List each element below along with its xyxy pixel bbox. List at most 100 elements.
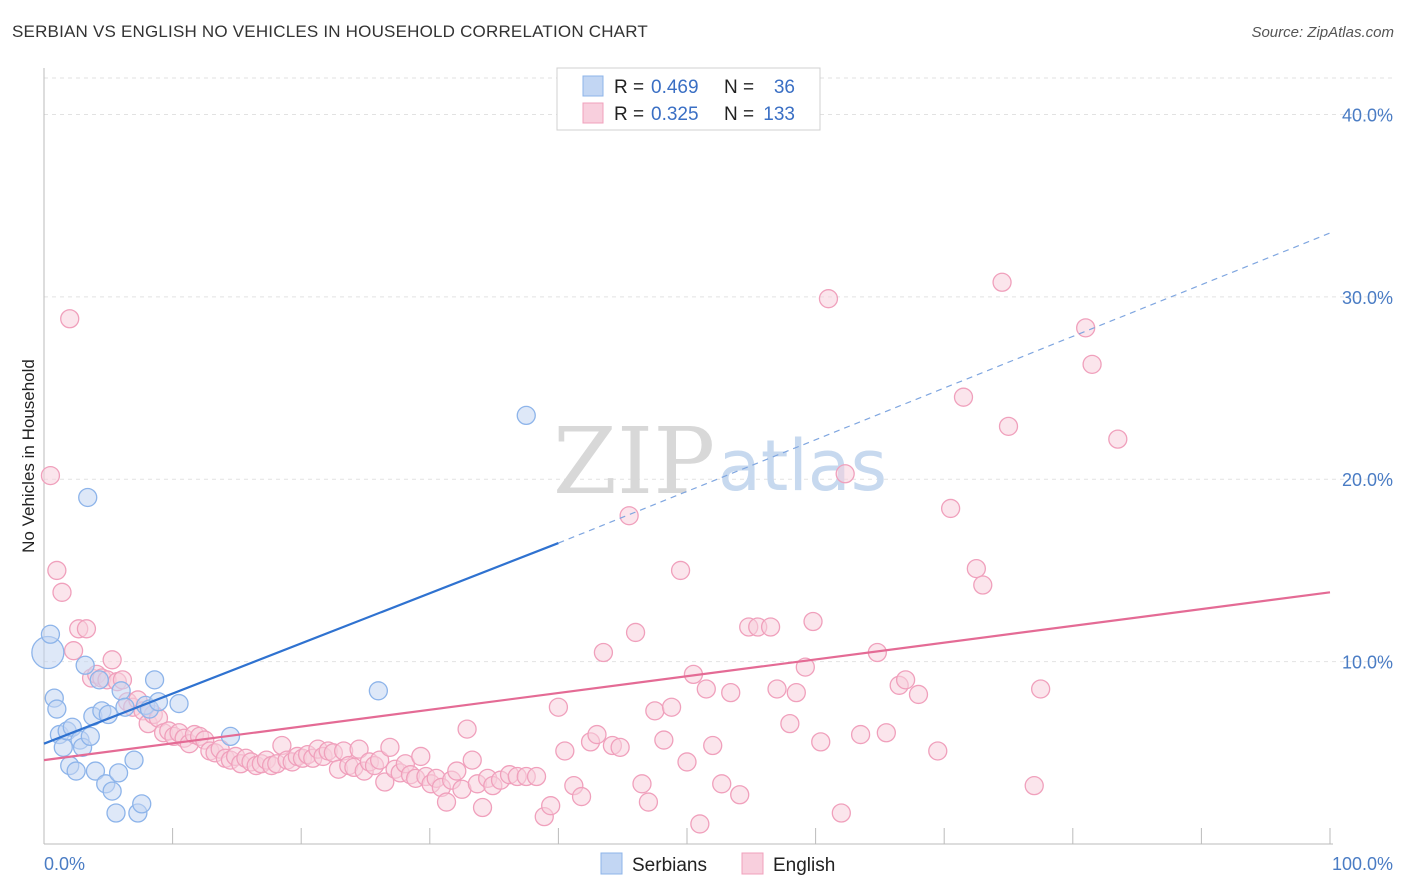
y-tick-label-30: 30.0% <box>1342 288 1393 308</box>
stats-r-label-english: R = <box>614 104 644 125</box>
serbian-point <box>144 670 165 690</box>
english-point <box>712 774 732 794</box>
legend-item-english[interactable]: English <box>741 852 835 876</box>
english-point <box>571 786 592 807</box>
legend-swatch-serbians <box>600 852 623 875</box>
english-point <box>369 750 390 770</box>
serbian-point <box>132 794 152 814</box>
english-point <box>992 272 1012 292</box>
serbian-point <box>40 624 61 644</box>
x-tick-label-min: 0.0% <box>44 854 85 874</box>
english-point <box>1031 679 1051 699</box>
english-point <box>1108 429 1128 449</box>
english-point <box>462 750 482 770</box>
english-point <box>998 416 1019 436</box>
serbian-point <box>85 761 106 781</box>
stats-r-label-serbians: R = <box>614 77 644 98</box>
english-point <box>60 309 80 329</box>
series-legend: Serbians English <box>600 852 835 876</box>
english-point <box>908 684 929 705</box>
serbian-point <box>75 655 95 675</box>
english-point <box>818 289 839 309</box>
gridlines <box>44 77 1393 663</box>
serbian-point <box>47 699 67 719</box>
serbian-point <box>368 681 389 701</box>
serbian-point <box>124 750 144 770</box>
english-point <box>47 560 67 581</box>
english-point <box>811 732 831 752</box>
english-point <box>436 792 457 812</box>
english-point <box>780 713 800 734</box>
serbian-point <box>53 737 73 757</box>
english-point <box>953 387 974 407</box>
english-point <box>940 498 961 519</box>
stats-swatch-english <box>582 102 604 124</box>
english-point <box>895 670 916 690</box>
stats-legend: R = 0.469 N = 36 R = 0.325 N = 133 <box>556 67 821 131</box>
english-point <box>973 575 993 595</box>
y-tick-label-40: 40.0% <box>1342 105 1393 125</box>
english-point <box>102 650 122 670</box>
y-tick-label-20: 20.0% <box>1342 470 1393 490</box>
chart-title: SERBIAN VS ENGLISH NO VEHICLES IN HOUSEH… <box>12 22 648 41</box>
serbian-point <box>106 803 126 823</box>
watermark-zip: ZIP <box>553 408 715 515</box>
english-point <box>645 701 665 721</box>
english-point <box>349 739 369 759</box>
serbian-points <box>31 405 536 823</box>
english-point <box>928 741 948 761</box>
english-point <box>52 582 72 602</box>
english-point <box>447 761 467 781</box>
stats-swatch-serbians <box>582 75 604 97</box>
english-point <box>786 682 806 703</box>
serbian-point <box>78 487 98 508</box>
english-point <box>1024 775 1044 796</box>
english-point <box>40 465 61 486</box>
stats-n-label-english: N = <box>724 104 754 125</box>
legend-swatch-english <box>741 852 764 875</box>
english-point <box>703 735 723 756</box>
stats-r-value-serbians: 0.469 <box>651 77 699 98</box>
english-point <box>831 803 851 823</box>
serbian-point <box>115 697 135 717</box>
watermark-atlas: atlas <box>718 425 887 507</box>
x-ticks <box>43 828 1331 844</box>
english-point <box>835 464 855 484</box>
chart-source: Source: ZipAtlas.com <box>1251 24 1394 41</box>
english-point <box>696 679 716 699</box>
serbian-point <box>66 761 86 781</box>
english-point <box>457 719 477 739</box>
english-point <box>76 619 97 639</box>
watermark: ZIP atlas <box>553 408 887 515</box>
english-point <box>654 730 674 750</box>
axes <box>43 68 1333 845</box>
english-point <box>541 796 561 816</box>
stats-n-value-serbians: 36 <box>774 77 795 98</box>
english-point <box>587 724 607 745</box>
english-point <box>670 560 691 581</box>
x-tick-label-max: 100.0% <box>1332 854 1393 874</box>
stats-n-value-english: 133 <box>763 104 795 125</box>
english-point <box>472 797 493 818</box>
english-point <box>966 558 986 579</box>
english-point <box>555 741 575 761</box>
serbian-point <box>108 763 129 783</box>
english-point <box>876 723 896 743</box>
english-point <box>593 642 614 663</box>
y-ticks: 10.0% 20.0% 30.0% 40.0% <box>1342 105 1393 672</box>
legend-item-serbians[interactable]: Serbians <box>600 852 707 876</box>
english-trend-line <box>43 591 1331 762</box>
legend-label-serbians: Serbians <box>632 855 707 876</box>
english-point <box>803 611 823 632</box>
english-point <box>677 752 697 772</box>
english-point <box>638 792 659 812</box>
serbian-trend-extension <box>558 232 1331 544</box>
english-point <box>619 506 639 526</box>
english-point <box>661 697 682 717</box>
y-tick-label-10: 10.0% <box>1342 653 1393 673</box>
serbian-trend-line <box>43 542 559 745</box>
legend-label-english: English <box>773 855 835 876</box>
english-point <box>850 724 871 745</box>
english-point <box>1082 354 1102 374</box>
english-point <box>767 679 787 699</box>
